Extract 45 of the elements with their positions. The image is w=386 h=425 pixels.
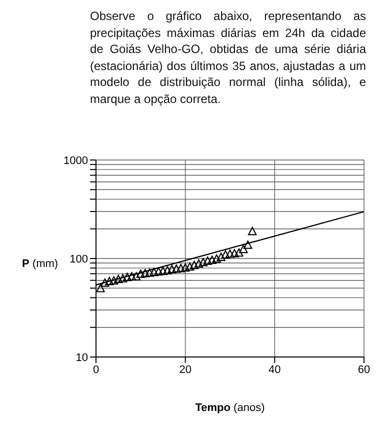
point: [216, 252, 226, 261]
point: [105, 276, 114, 286]
y-tick-label: 100: [70, 253, 88, 266]
point: [203, 256, 212, 265]
point: [226, 250, 234, 258]
point: [172, 264, 181, 273]
point: [145, 268, 154, 277]
point: [136, 270, 146, 278]
point: [100, 278, 110, 287]
point: [248, 226, 257, 236]
point: [176, 264, 186, 272]
point: [244, 240, 252, 249]
point: [118, 274, 128, 282]
x-tick-label: 60: [358, 364, 370, 376]
point: [163, 266, 172, 274]
point: [212, 254, 221, 263]
point: [168, 264, 176, 274]
point: [239, 244, 248, 254]
point: [198, 258, 208, 266]
x-tick-label: 20: [179, 364, 192, 376]
point: [221, 250, 230, 259]
point: [150, 268, 158, 276]
point: [96, 284, 105, 292]
point: [180, 263, 190, 272]
point: [190, 260, 199, 270]
point: [208, 256, 216, 264]
point: [230, 249, 239, 258]
point: [154, 267, 163, 276]
point: [132, 272, 141, 280]
y-tick-label: 10: [76, 352, 88, 364]
chart-title: Observe o gráfico abaixo, representando as precipitações máximas diárias em 24h da cidade de Goiás Velho-GO, obtidas de uma série diária (estacionária) dos últimos 35 anos, ajustadas a um modelo de distribuição normal (linha sólida), e marque a opção correta.: [90, 8, 366, 107]
point: [234, 248, 244, 257]
point: [158, 266, 168, 275]
point: [194, 259, 204, 268]
point: [185, 262, 194, 271]
x-tick-label: 0: [92, 364, 100, 376]
point: [127, 272, 136, 280]
point: [140, 269, 150, 278]
point: [110, 276, 118, 284]
x-axis-title: Tempo (anos): [195, 402, 265, 414]
x-tick-label: 40: [268, 364, 281, 376]
point: [122, 272, 132, 282]
y-tick-label: 1000: [64, 154, 88, 167]
y-axis-title: P (mm): [22, 258, 58, 270]
point: [114, 274, 123, 284]
